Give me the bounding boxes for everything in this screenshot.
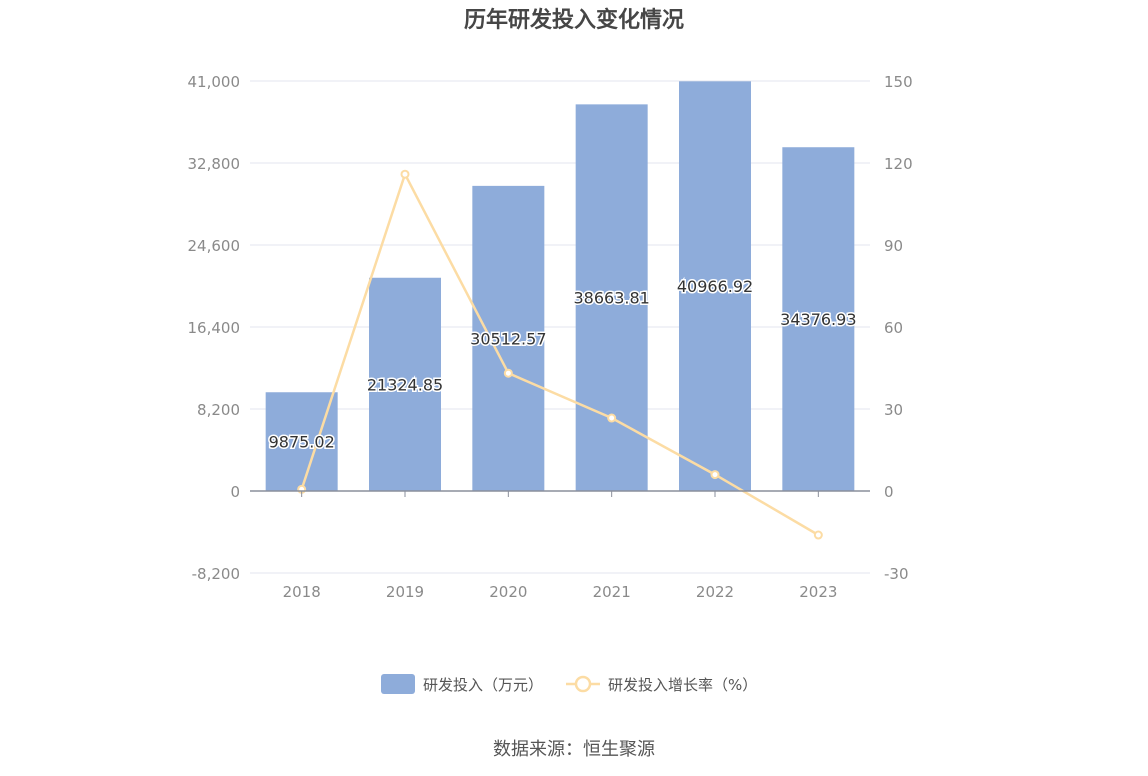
x-tick-label: 2021: [593, 583, 631, 601]
y-left-tick-label: 41,000: [188, 73, 241, 91]
y-left-tick-label: 32,800: [188, 155, 241, 173]
bar: [575, 104, 648, 491]
bar: [782, 147, 855, 491]
bar-data-label: 38663.81: [573, 289, 649, 308]
x-tick-label: 2022: [696, 583, 734, 601]
bar-data-label: 21324.85: [367, 375, 443, 394]
x-tick-label: 2023: [799, 583, 837, 601]
bar-data-label: 34376.93: [780, 310, 856, 329]
x-tick-label: 2020: [489, 583, 527, 601]
bar-series: [265, 81, 855, 491]
source-note: 数据来源：恒生聚源: [493, 739, 655, 760]
y-right-tick-label: 120: [884, 155, 913, 173]
y-left-tick-label: 24,600: [188, 237, 241, 255]
y-right-tick-label: -30: [884, 565, 909, 583]
bar: [265, 392, 338, 491]
axes: 41,000 32,800 24,600 16,400 8,200 0 -8,200 150 1…: [188, 73, 913, 601]
growth-point: [710, 470, 720, 480]
x-tick-label: 2019: [386, 583, 424, 601]
bar-data-label: 9875.02: [269, 433, 335, 452]
line-series: [297, 169, 823, 540]
legend-line-marker: [574, 675, 592, 693]
y-left-tick-label: 16,400: [188, 319, 241, 337]
data-labels: 9875.02 21324.85 30512.57 38663.81 40966.92 3…: [267, 276, 858, 453]
y-right-tick-label: 90: [884, 237, 903, 255]
y-right-tick-label: 150: [884, 73, 913, 91]
grid-lines: [250, 80, 870, 574]
growth-point: [400, 169, 410, 179]
y-left-tick-label: 8,200: [197, 401, 240, 419]
growth-point: [607, 413, 617, 423]
legend-bar-label: 研发投入（万元）: [423, 676, 543, 694]
y-right-tick-label: 30: [884, 401, 903, 419]
x-tick-label: 2018: [283, 583, 321, 601]
legend: 研发投入（万元） 研发投入增长率（%）: [381, 674, 757, 694]
y-right-tick-label: 60: [884, 319, 903, 337]
bar: [369, 277, 441, 491]
y-right-tick-label: 0: [884, 483, 894, 501]
y-left-tick-label: -8,200: [192, 565, 240, 583]
bar: [679, 81, 751, 491]
bar-data-label: 40966.92: [677, 277, 753, 296]
growth-point: [813, 530, 823, 540]
bar: [472, 185, 545, 491]
y-left-tick-label: 0: [230, 483, 240, 501]
chart-title: 历年研发投入变化情况: [463, 8, 684, 33]
bar-data-label: 30512.57: [470, 329, 546, 348]
legend-bar-swatch: [381, 674, 415, 694]
legend-line-label: 研发投入增长率（%）: [608, 676, 757, 694]
growth-point: [503, 368, 513, 378]
growth-line: [300, 170, 819, 537]
